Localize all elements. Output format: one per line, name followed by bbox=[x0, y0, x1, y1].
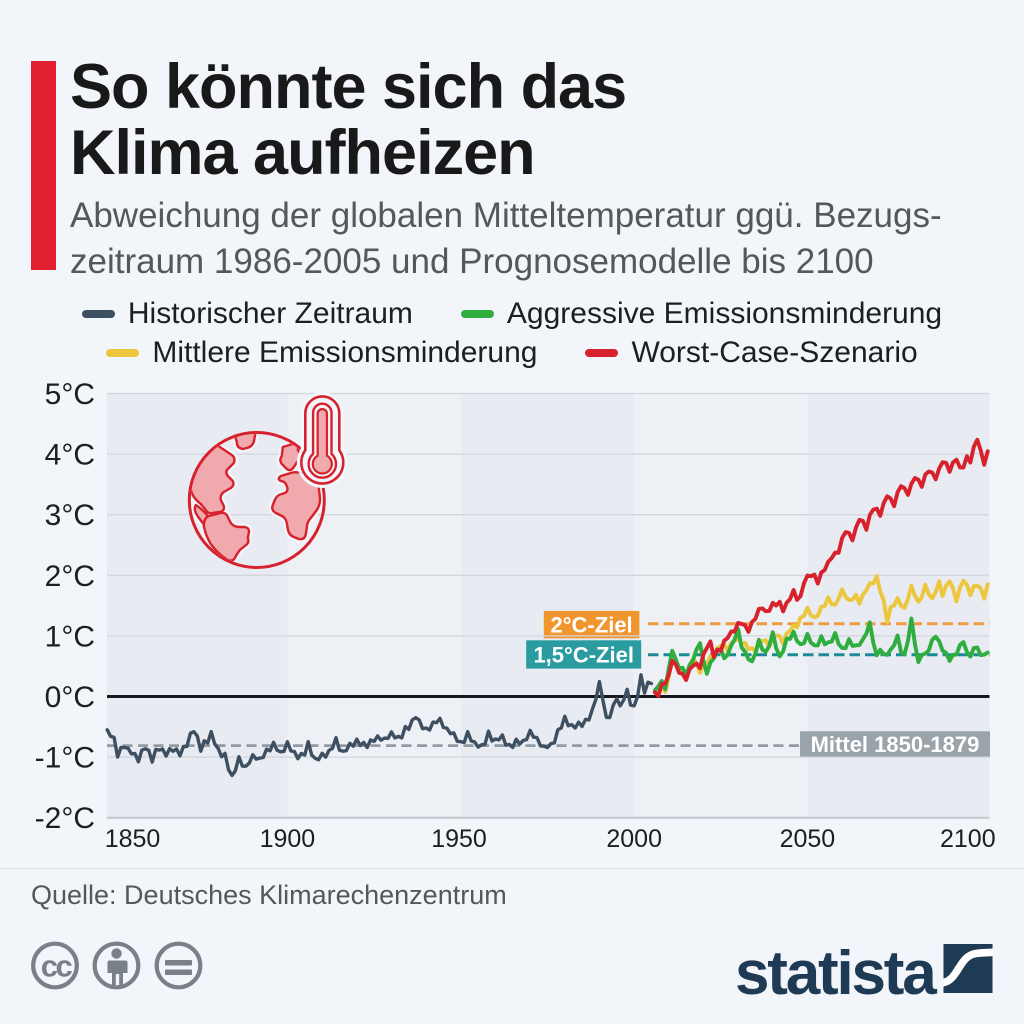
svg-text:2100: 2100 bbox=[940, 825, 996, 853]
svg-text:4°C: 4°C bbox=[45, 439, 95, 472]
svg-text:2°C: 2°C bbox=[45, 560, 95, 593]
svg-text:2050: 2050 bbox=[780, 825, 836, 853]
svg-text:1°C: 1°C bbox=[45, 620, 95, 653]
svg-text:1850: 1850 bbox=[105, 825, 161, 853]
svg-text:1950: 1950 bbox=[431, 825, 487, 853]
svg-text:cc: cc bbox=[41, 949, 73, 984]
svg-text:3°C: 3°C bbox=[45, 499, 95, 532]
svg-text:2000: 2000 bbox=[606, 825, 662, 853]
svg-text:Mittel 1850-1879: Mittel 1850-1879 bbox=[811, 732, 980, 757]
svg-text:statista: statista bbox=[735, 939, 937, 1008]
svg-text:5°C: 5°C bbox=[45, 378, 95, 411]
svg-text:1,5°C-Ziel: 1,5°C-Ziel bbox=[533, 642, 634, 667]
svg-text:-1°C: -1°C bbox=[35, 742, 95, 775]
svg-text:-2°C: -2°C bbox=[35, 802, 95, 835]
svg-text:1900: 1900 bbox=[260, 825, 316, 853]
svg-text:2°C-Ziel: 2°C-Ziel bbox=[551, 613, 633, 638]
svg-text:0°C: 0°C bbox=[45, 681, 95, 714]
